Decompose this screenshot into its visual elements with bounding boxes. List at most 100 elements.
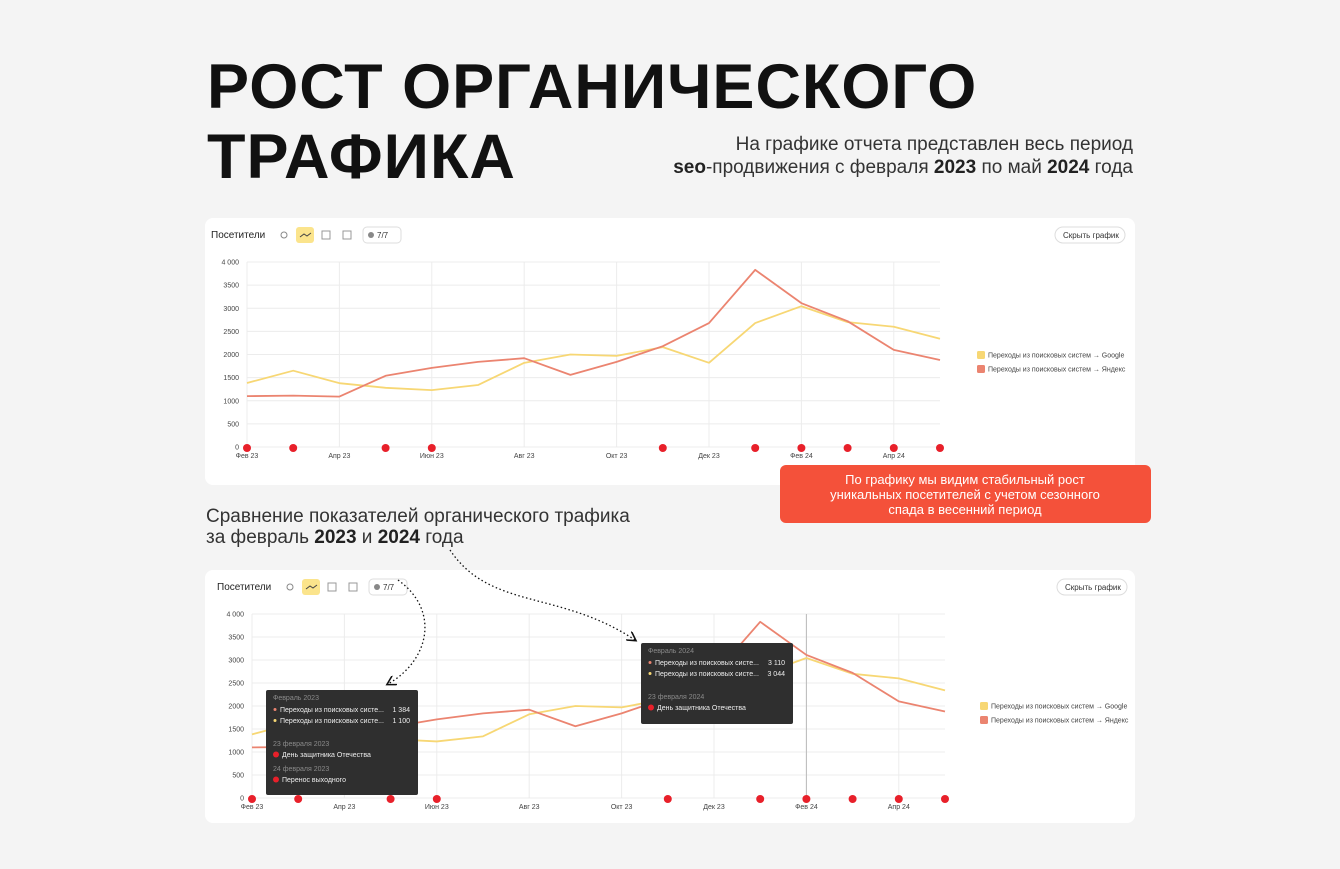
counter-button bbox=[368, 578, 408, 596]
event-marker bbox=[381, 444, 390, 452]
title-line: ТРАФИКА bbox=[207, 122, 516, 192]
event-marker bbox=[802, 795, 811, 803]
x-tick-label: Дек 23 bbox=[703, 804, 725, 811]
tooltip-row-value: 3 044 bbox=[767, 671, 785, 678]
y-tick-label: 4 000 bbox=[226, 612, 244, 619]
x-tick-label: Июн 23 bbox=[425, 804, 449, 811]
y-tick-label: 0 bbox=[235, 445, 239, 452]
event-marker bbox=[843, 444, 852, 452]
icon bbox=[280, 231, 288, 239]
event-icon bbox=[273, 776, 279, 783]
comparison-part: за февраль bbox=[206, 527, 314, 548]
legend-swatch bbox=[980, 702, 988, 710]
subtitle-part: года bbox=[1089, 157, 1133, 178]
y-tick-label: 1000 bbox=[228, 750, 244, 757]
y-tick-label: 0 bbox=[240, 796, 244, 803]
x-tick-label: Июн 23 bbox=[420, 453, 444, 460]
icon bbox=[299, 232, 312, 238]
y-tick-label: 1500 bbox=[223, 375, 239, 382]
toolbar-label: Посетители bbox=[217, 582, 271, 593]
tooltip-date: 23 февраля 2023 bbox=[273, 741, 329, 748]
x-tick-label: Фев 23 bbox=[241, 804, 264, 811]
x-tick-label: Апр 24 bbox=[883, 453, 905, 460]
tooltip-row-label: Переходы из поисковых систе... bbox=[655, 671, 759, 678]
callout-box bbox=[780, 465, 1151, 523]
event-marker bbox=[889, 444, 898, 452]
subtitle-part: 2024 bbox=[1047, 157, 1090, 178]
chart-panel bbox=[205, 218, 1135, 485]
tooltip-event: День защитника Отечества bbox=[657, 705, 746, 712]
y-tick-label: 500 bbox=[232, 773, 244, 780]
tooltip-dot bbox=[648, 661, 652, 664]
comparison-line: за февраль 2023 и 2024 года bbox=[206, 527, 464, 548]
tooltip-dot bbox=[273, 719, 277, 722]
toolbar-counter: 7/7 bbox=[377, 231, 389, 240]
event-marker bbox=[848, 795, 857, 803]
subtitle-line: На графике отчета представлен весь перио… bbox=[736, 134, 1133, 155]
legend-label: Переходы из поисковых систем → Яндекс bbox=[988, 367, 1126, 374]
y-tick-label: 1500 bbox=[228, 727, 244, 734]
series-line bbox=[246, 268, 941, 398]
callout-line: уникальных посетителей с учетом сезонног… bbox=[830, 487, 1100, 502]
y-tick-label: 1000 bbox=[223, 398, 239, 405]
tooltip-date: 24 февраля 2023 bbox=[273, 766, 329, 773]
tooltip bbox=[266, 690, 418, 795]
arrow bbox=[388, 579, 426, 684]
legend-label: Переходы из поисковых систем → Google bbox=[991, 704, 1127, 711]
callout-line: спада в весенний период bbox=[888, 502, 1042, 517]
tooltip-row-label: Переходы из поисковых систе... bbox=[280, 718, 384, 725]
x-tick-label: Авг 23 bbox=[514, 453, 535, 460]
hide-button[interactable] bbox=[1056, 578, 1128, 596]
x-tick-label: Апр 23 bbox=[328, 453, 350, 460]
icon bbox=[305, 584, 318, 590]
icon bbox=[327, 582, 337, 592]
event-icon bbox=[273, 751, 279, 758]
tooltip-dot bbox=[648, 672, 652, 675]
event-marker bbox=[248, 795, 256, 803]
event-marker bbox=[756, 795, 765, 803]
y-tick-label: 4 000 bbox=[221, 260, 239, 267]
comparison-part: года bbox=[420, 527, 464, 548]
subtitle-line: seo-продвижения с февраля 2023 по май 20… bbox=[673, 157, 1133, 178]
x-tick-label: Апр 24 bbox=[888, 804, 910, 811]
legend-swatch bbox=[977, 351, 985, 359]
x-tick-label: Фев 24 bbox=[795, 804, 818, 811]
y-tick-label: 3000 bbox=[228, 658, 244, 665]
tooltip-event: День защитника Отечества bbox=[282, 752, 371, 759]
y-tick-label: 3000 bbox=[223, 306, 239, 313]
legend-label: Переходы из поисковых систем → Яндекс bbox=[991, 718, 1129, 725]
y-tick-label: 2500 bbox=[223, 329, 239, 336]
x-tick-label: Авг 23 bbox=[519, 804, 540, 811]
subtitle-part: 2023 bbox=[934, 157, 976, 178]
title-line: РОСТ ОРГАНИЧЕСКОГО bbox=[207, 52, 977, 122]
event-marker bbox=[894, 795, 903, 803]
y-tick-label: 500 bbox=[227, 421, 239, 428]
comparison-part: 2023 bbox=[314, 527, 356, 548]
event-marker bbox=[663, 795, 672, 803]
icon bbox=[342, 230, 352, 240]
x-tick-label: Фев 23 bbox=[236, 453, 259, 460]
hide-button-label: Скрыть график bbox=[1065, 583, 1121, 592]
x-tick-label: Дек 23 bbox=[698, 453, 720, 460]
legend-label: Переходы из поисковых систем → Google bbox=[988, 353, 1124, 360]
event-marker bbox=[289, 444, 298, 452]
x-tick-label: Фев 24 bbox=[790, 453, 813, 460]
tooltip bbox=[641, 643, 793, 724]
y-tick-label: 2000 bbox=[228, 704, 244, 711]
x-tick-label: Окт 23 bbox=[611, 804, 633, 811]
x-tick-label: Апр 23 bbox=[333, 804, 355, 811]
tooltip-dot bbox=[273, 708, 277, 711]
y-tick-label: 2000 bbox=[223, 352, 239, 359]
arrow bbox=[449, 549, 635, 640]
icon bbox=[286, 583, 294, 591]
subtitle-part: по май bbox=[976, 157, 1047, 178]
event-marker bbox=[432, 795, 441, 803]
legend-swatch bbox=[977, 365, 985, 373]
hide-button[interactable] bbox=[1054, 226, 1126, 244]
tooltip-row-value: 3 110 bbox=[768, 660, 785, 667]
subtitle-part: seo bbox=[673, 157, 706, 178]
y-tick-label: 3500 bbox=[223, 283, 239, 290]
toolbar-label: Посетители bbox=[211, 230, 265, 241]
